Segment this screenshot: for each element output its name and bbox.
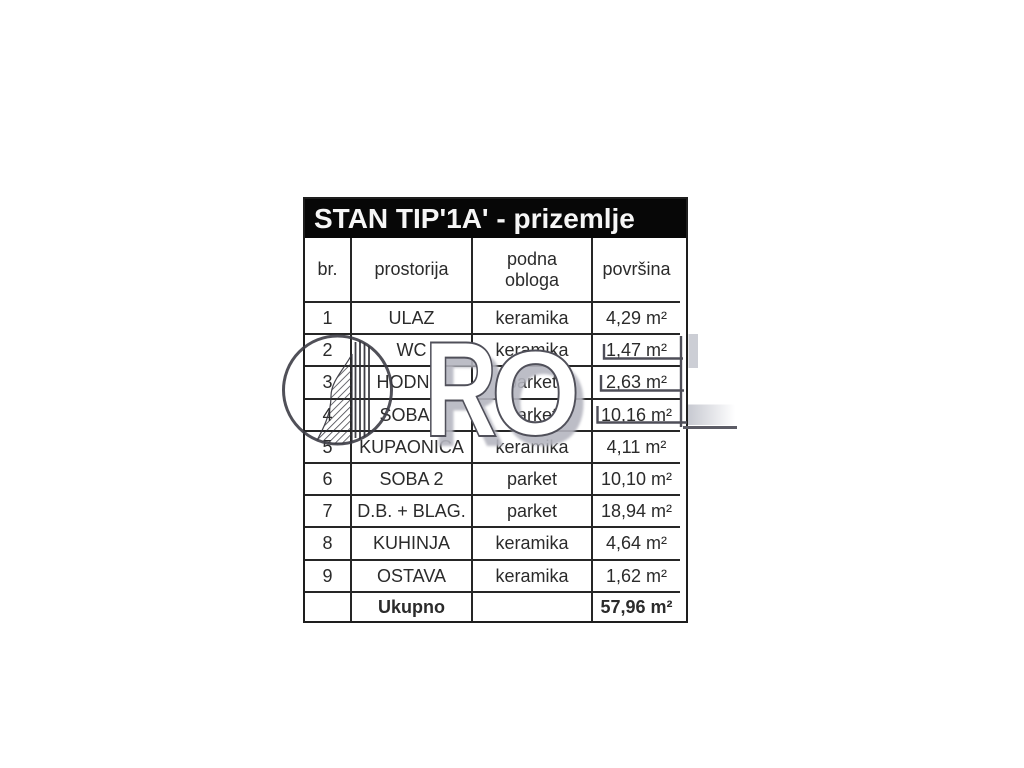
- floor-type: parket: [473, 494, 593, 527]
- area-value: 4,11 m²: [593, 429, 680, 462]
- table-grid: br. prostorija podna obloga površina 1 U…: [305, 238, 686, 621]
- area-value: 10,10 m²: [593, 461, 680, 494]
- floor-type: keramika: [473, 333, 593, 366]
- header-cell-room: prostorija: [352, 238, 473, 301]
- watermark-l-smear-top: [688, 334, 698, 368]
- floor-type: keramika: [473, 526, 593, 559]
- row-number: 1: [305, 301, 352, 334]
- watermark-l-smear-bottom: [688, 404, 735, 425]
- row-number: 3: [305, 365, 352, 398]
- row-number: 5: [305, 429, 352, 462]
- room-name: D.B. + BLAG.: [352, 494, 473, 527]
- total-label: Ukupno: [352, 590, 473, 621]
- room-name: OSTAVA: [352, 558, 473, 591]
- room-name: KUHINJA: [352, 526, 473, 559]
- floor-type: keramika: [473, 558, 593, 591]
- total-row-number: [305, 590, 352, 621]
- table-title: STAN TIP'1A' - prizemlje: [305, 199, 686, 238]
- row-number: 6: [305, 461, 352, 495]
- room-name: SOBA 1: [352, 397, 473, 430]
- apartment-area-table: STAN TIP'1A' - prizemlje br. prostorija …: [303, 197, 688, 623]
- floor-type: keramika: [473, 301, 593, 334]
- total-floor: [473, 590, 593, 621]
- header-cell-area: površina: [602, 259, 671, 280]
- area-value: 4,64 m²: [593, 526, 680, 558]
- floor-type: parket: [473, 397, 593, 430]
- area-value: 1,62 m²: [593, 558, 680, 591]
- row-number: 8: [305, 526, 352, 559]
- room-name: HODNIK: [352, 365, 473, 398]
- floor-type: parket: [473, 461, 593, 495]
- room-name: SOBA 2: [352, 461, 473, 495]
- total-area: 57,96 m²: [593, 590, 680, 621]
- floor-type: parket: [473, 365, 593, 398]
- header-cell-floor: podna obloga: [473, 238, 593, 301]
- area-value: 1,47 m²: [593, 333, 680, 365]
- area-value: 18,94 m²: [593, 494, 680, 526]
- area-value: 2,63 m²: [593, 365, 680, 397]
- row-number: 4: [305, 397, 352, 430]
- room-name: KUPAONICA: [352, 429, 473, 462]
- area-value: 4,29 m²: [593, 301, 680, 333]
- area-value: 10,16 m²: [593, 397, 680, 430]
- row-number: 9: [305, 558, 352, 591]
- row-number: 7: [305, 494, 352, 527]
- header-cell-br: br.: [305, 238, 352, 301]
- room-name: ULAZ: [352, 301, 473, 334]
- row-number: 2: [305, 333, 352, 366]
- room-name: WC: [352, 333, 473, 366]
- floor-type: keramika: [473, 429, 593, 462]
